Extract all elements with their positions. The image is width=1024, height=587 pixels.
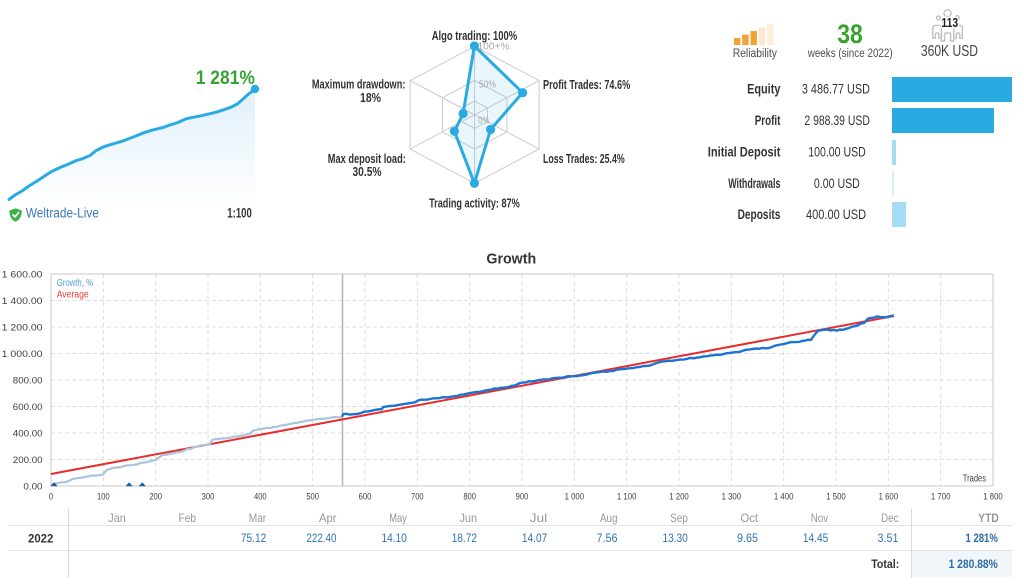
svg-text:1 500: 1 500	[826, 492, 846, 503]
svg-text:100.00 USD: 100.00 USD	[808, 144, 866, 159]
svg-text:Equity: Equity	[747, 82, 781, 97]
svg-text:300: 300	[202, 492, 215, 503]
svg-text:1 200.00: 1 200.00	[2, 322, 43, 333]
svg-text:2 988.39 USD: 2 988.39 USD	[804, 113, 870, 128]
svg-text:14.07: 14.07	[522, 531, 548, 545]
svg-text:Jan: Jan	[108, 511, 126, 525]
svg-text:Profit Trades: 74.6%: Profit Trades: 74.6%	[543, 78, 630, 92]
svg-text:400.00: 400.00	[13, 428, 43, 439]
svg-text:18%: 18%	[360, 91, 381, 105]
svg-text:500: 500	[306, 492, 319, 503]
svg-text:3.51: 3.51	[878, 531, 899, 545]
svg-text:1 280.88%: 1 280.88%	[949, 557, 998, 571]
svg-text:Algo trading: 100%: Algo trading: 100%	[432, 29, 517, 43]
svg-text:1 281%: 1 281%	[966, 531, 999, 545]
svg-text:360K USD: 360K USD	[921, 43, 978, 60]
svg-text:Deposits: Deposits	[738, 207, 781, 222]
svg-text:Mar: Mar	[249, 511, 267, 525]
svg-text:30.5%: 30.5%	[353, 165, 382, 179]
svg-text:50%: 50%	[479, 80, 496, 91]
svg-text:1 300: 1 300	[722, 492, 742, 503]
svg-text:9.65: 9.65	[737, 531, 758, 545]
svg-text:Trading activity: 87%: Trading activity: 87%	[429, 197, 520, 211]
svg-text:800: 800	[463, 492, 476, 503]
svg-text:3 486.77 USD: 3 486.77 USD	[802, 82, 870, 97]
svg-text:100+%: 100+%	[478, 42, 510, 53]
svg-text:400.00 USD: 400.00 USD	[806, 207, 866, 222]
svg-text:0: 0	[49, 492, 53, 503]
svg-text:May: May	[389, 511, 407, 525]
svg-text:13.30: 13.30	[663, 531, 689, 545]
svg-text:1 000: 1 000	[565, 492, 585, 503]
svg-text:1 400.00: 1 400.00	[2, 296, 43, 307]
svg-text:Feb: Feb	[179, 511, 197, 525]
svg-text:1 600.00: 1 600.00	[2, 269, 43, 280]
svg-text:18.72: 18.72	[452, 531, 478, 545]
svg-text:222.40: 222.40	[306, 531, 336, 545]
svg-text:1 100: 1 100	[617, 492, 637, 503]
svg-text:1 600: 1 600	[879, 492, 899, 503]
svg-text:Loss Trades: 25.4%: Loss Trades: 25.4%	[543, 152, 625, 166]
svg-text:Sep: Sep	[670, 511, 688, 525]
svg-text:Apr: Apr	[319, 511, 337, 525]
svg-text:Growth: Growth	[486, 250, 536, 267]
svg-text:0%: 0%	[478, 116, 489, 127]
svg-text:400: 400	[254, 492, 267, 503]
svg-text:Jul: Jul	[530, 511, 548, 525]
svg-text:Initial Deposit: Initial Deposit	[708, 144, 781, 159]
svg-text:1 800: 1 800	[983, 492, 1003, 503]
svg-text:weeks (since 2022): weeks (since 2022)	[807, 48, 893, 60]
svg-text:1 400: 1 400	[774, 492, 794, 503]
svg-text:800.00: 800.00	[13, 375, 43, 386]
svg-text:Aug: Aug	[600, 511, 618, 525]
svg-text:Reliability: Reliability	[733, 48, 778, 60]
svg-text:Maximum drawdown:: Maximum drawdown:	[312, 78, 406, 92]
svg-text:200.00: 200.00	[13, 455, 43, 466]
svg-text:0.00 USD: 0.00 USD	[814, 176, 860, 191]
svg-text:600.00: 600.00	[13, 402, 43, 413]
svg-text:1 000.00: 1 000.00	[2, 349, 43, 360]
svg-text:Nov: Nov	[811, 511, 829, 525]
svg-text:200: 200	[149, 492, 162, 503]
svg-text:1:100: 1:100	[227, 206, 252, 221]
svg-text:Profit: Profit	[755, 113, 781, 128]
svg-text:1 700: 1 700	[931, 492, 951, 503]
svg-text:600: 600	[359, 492, 372, 503]
svg-text:Trades: Trades	[963, 474, 986, 485]
svg-text:1 281%: 1 281%	[196, 68, 255, 89]
svg-text:38: 38	[837, 19, 863, 49]
svg-text:7.56: 7.56	[597, 531, 618, 545]
svg-text:2022: 2022	[28, 532, 54, 546]
svg-text:0.00: 0.00	[23, 481, 42, 492]
svg-text:Withdrawals: Withdrawals	[728, 176, 780, 191]
svg-text:900: 900	[516, 492, 529, 503]
svg-text:Dec: Dec	[881, 511, 899, 525]
svg-text:1 200: 1 200	[669, 492, 689, 503]
svg-text:Jun: Jun	[460, 511, 478, 525]
svg-text:Total:: Total:	[871, 557, 899, 571]
svg-text:75.12: 75.12	[241, 531, 267, 545]
svg-text:100: 100	[97, 492, 110, 503]
svg-text:YTD: YTD	[978, 511, 999, 525]
svg-text:Oct: Oct	[741, 511, 759, 525]
svg-text:113: 113	[941, 15, 958, 30]
svg-text:14.45: 14.45	[803, 531, 829, 545]
svg-text:Max deposit load:: Max deposit load:	[328, 152, 406, 166]
svg-text:700: 700	[411, 492, 424, 503]
svg-text:14.10: 14.10	[382, 531, 408, 545]
svg-text:Weltrade-Live: Weltrade-Live	[26, 206, 99, 221]
svg-text:Growth, %: Growth, %	[57, 278, 93, 289]
svg-text:Average: Average	[57, 290, 89, 301]
